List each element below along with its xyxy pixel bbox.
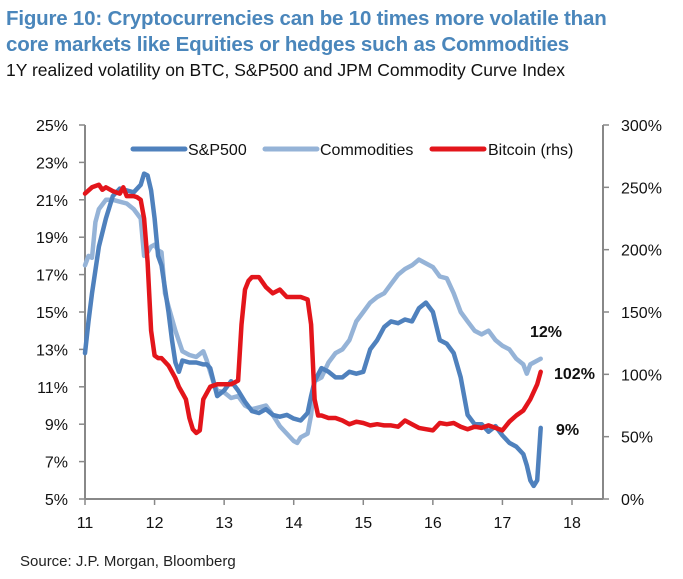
legend-label-commodities: Commodities xyxy=(320,142,413,159)
left-y-tick-label: 5% xyxy=(45,492,68,509)
x-tick-label: 11 xyxy=(77,515,94,532)
legend-label-sp500: S&P500 xyxy=(188,142,247,159)
x-tick-label: 14 xyxy=(285,515,303,532)
left-y-tick-label: 25% xyxy=(36,118,68,135)
figure-title: Figure 10: Cryptocurrencies can be 10 ti… xyxy=(6,6,607,58)
right-y-tick-label: 250% xyxy=(621,180,662,197)
right-y-tick-label: 150% xyxy=(621,305,662,322)
ticks: 5% 7% 9% 11% 13% 15% 17% 19% 21% 23% 25% 0% 50% 100% 1… xyxy=(36,118,662,532)
left-y-tick-label: 23% xyxy=(36,155,68,172)
left-y-tick-label: 21% xyxy=(36,193,68,210)
x-tick-label: 13 xyxy=(215,515,233,532)
figure-title-line-1: Figure 10: Cryptocurrencies can be 10 ti… xyxy=(6,7,607,30)
figure-subtitle: 1Y realized volatility on BTC, S&P500 an… xyxy=(6,60,565,80)
left-y-tick-label: 15% xyxy=(36,305,68,322)
x-tick-label: 12 xyxy=(146,515,164,532)
legend: S&P500 Commodities Bitcoin (rhs) xyxy=(130,142,573,159)
left-y-tick-label: 13% xyxy=(36,342,68,359)
x-tick-label: 17 xyxy=(494,515,512,532)
legend-label-bitcoin: Bitcoin (rhs) xyxy=(488,142,573,159)
left-y-tick-label: 11% xyxy=(37,380,68,397)
axes xyxy=(84,125,604,500)
series-lines xyxy=(82,171,543,489)
series-line-commodities xyxy=(82,197,543,446)
left-y-tick-label: 17% xyxy=(36,268,68,285)
left-y-tick-label: 19% xyxy=(36,230,68,247)
figure-title-line-2: core markets like Equities or hedges suc… xyxy=(6,33,570,56)
left-y-tick-label: 9% xyxy=(45,417,68,434)
right-y-tick-label: 100% xyxy=(621,367,662,384)
right-y-tick-label: 50% xyxy=(621,430,653,447)
source-note: Source: J.P. Morgan, Bloomberg xyxy=(20,553,236,570)
x-tick-label: 15 xyxy=(354,515,372,532)
annotations: 12% 102% 9% xyxy=(530,324,595,439)
right-y-tick-label: 200% xyxy=(621,243,662,260)
annotation-bitcoin: 102% xyxy=(554,366,595,383)
x-tick-label: 16 xyxy=(424,515,442,532)
x-tick-label: 18 xyxy=(563,515,581,532)
annotation-commodities: 12% xyxy=(530,324,562,341)
series-line-bitcoin xyxy=(82,182,543,436)
annotation-sp500: 9% xyxy=(556,422,579,439)
right-y-tick-label: 300% xyxy=(621,118,662,135)
left-y-tick-label: 7% xyxy=(45,455,68,472)
right-y-tick-label: 0% xyxy=(621,492,644,509)
series-line-sp500 xyxy=(82,171,543,489)
